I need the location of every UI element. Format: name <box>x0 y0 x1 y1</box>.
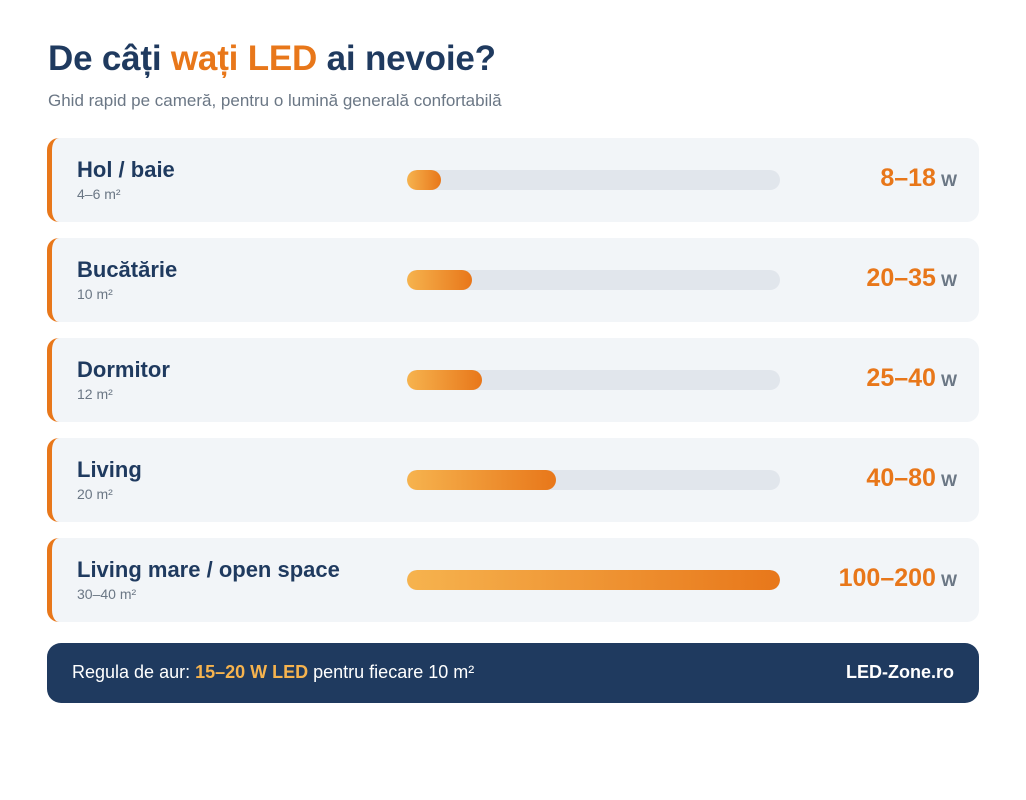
wattage-unit: W <box>940 571 957 590</box>
brand-name: LED-Zone.ro <box>846 662 954 682</box>
wattage-unit: W <box>940 271 957 290</box>
page-subtitle: Ghid rapid pe cameră, pentru o lumină ge… <box>48 91 502 110</box>
room-row: Dormitor 12 m² 25–40 W <box>47 338 979 422</box>
room-area: 10 m² <box>77 286 113 302</box>
room-row: Hol / baie 4–6 m² 8–18 W <box>47 138 979 222</box>
room-row: Living 20 m² 40–80 W <box>47 438 979 522</box>
rule-highlight: 15–20 W LED <box>195 662 309 682</box>
room-area: 30–40 m² <box>77 586 137 602</box>
bar-fill <box>407 370 482 390</box>
room-label: Hol / baie <box>77 157 175 182</box>
wattage-range: 8–18 <box>880 164 936 192</box>
page-title: De câți wați LED ai nevoie? <box>48 38 496 80</box>
wattage-range: 100–200 <box>838 564 936 592</box>
wattage-range: 40–80 <box>866 464 936 492</box>
room-row: Bucătărie 10 m² 20–35 W <box>47 238 979 322</box>
rule-suffix: pentru fiecare 10 m² <box>308 662 475 682</box>
room-label: Dormitor <box>77 357 170 382</box>
room-label: Bucătărie <box>77 257 178 282</box>
rule-prefix: Regula de aur: <box>72 662 196 682</box>
golden-rule-text: Regula de aur: 15–20 W LED pentru fiecar… <box>72 662 474 683</box>
room-area: 20 m² <box>77 486 113 502</box>
wattage-value: 100–200 W <box>839 564 957 593</box>
wattage-range: 20–35 <box>866 264 936 292</box>
wattage-unit: W <box>940 471 957 490</box>
bar-track <box>407 270 780 290</box>
title-accent: wați LED <box>170 39 318 78</box>
bar-fill <box>407 270 472 290</box>
bar-fill <box>407 570 780 590</box>
wattage-value: 8–18 W <box>880 164 957 193</box>
title-part-1: De câți <box>48 39 171 78</box>
title-part-2: ai nevoie? <box>317 39 496 78</box>
room-label: Living <box>77 457 142 482</box>
room-area: 4–6 m² <box>77 186 121 202</box>
wattage-unit: W <box>940 171 957 190</box>
bar-track <box>407 570 780 590</box>
wattage-value: 25–40 W <box>866 364 957 393</box>
bar-fill <box>407 170 441 190</box>
room-label: Living mare / open space <box>77 557 340 582</box>
bar-fill <box>407 470 556 490</box>
wattage-value: 20–35 W <box>866 264 957 293</box>
bar-track <box>407 470 780 490</box>
bar-track <box>407 370 780 390</box>
wattage-chart: Hol / baie 4–6 m² 8–18 W Bucătărie 10 m² 20–35… <box>47 138 979 638</box>
room-row: Living mare / open space 30–40 m² 100–200 W <box>47 538 979 622</box>
golden-rule-banner: Regula de aur: 15–20 W LED pentru fiecar… <box>47 643 979 703</box>
bar-track <box>407 170 780 190</box>
room-area: 12 m² <box>77 386 113 402</box>
wattage-range: 25–40 <box>866 364 936 392</box>
wattage-value: 40–80 W <box>866 464 957 493</box>
wattage-unit: W <box>940 371 957 390</box>
